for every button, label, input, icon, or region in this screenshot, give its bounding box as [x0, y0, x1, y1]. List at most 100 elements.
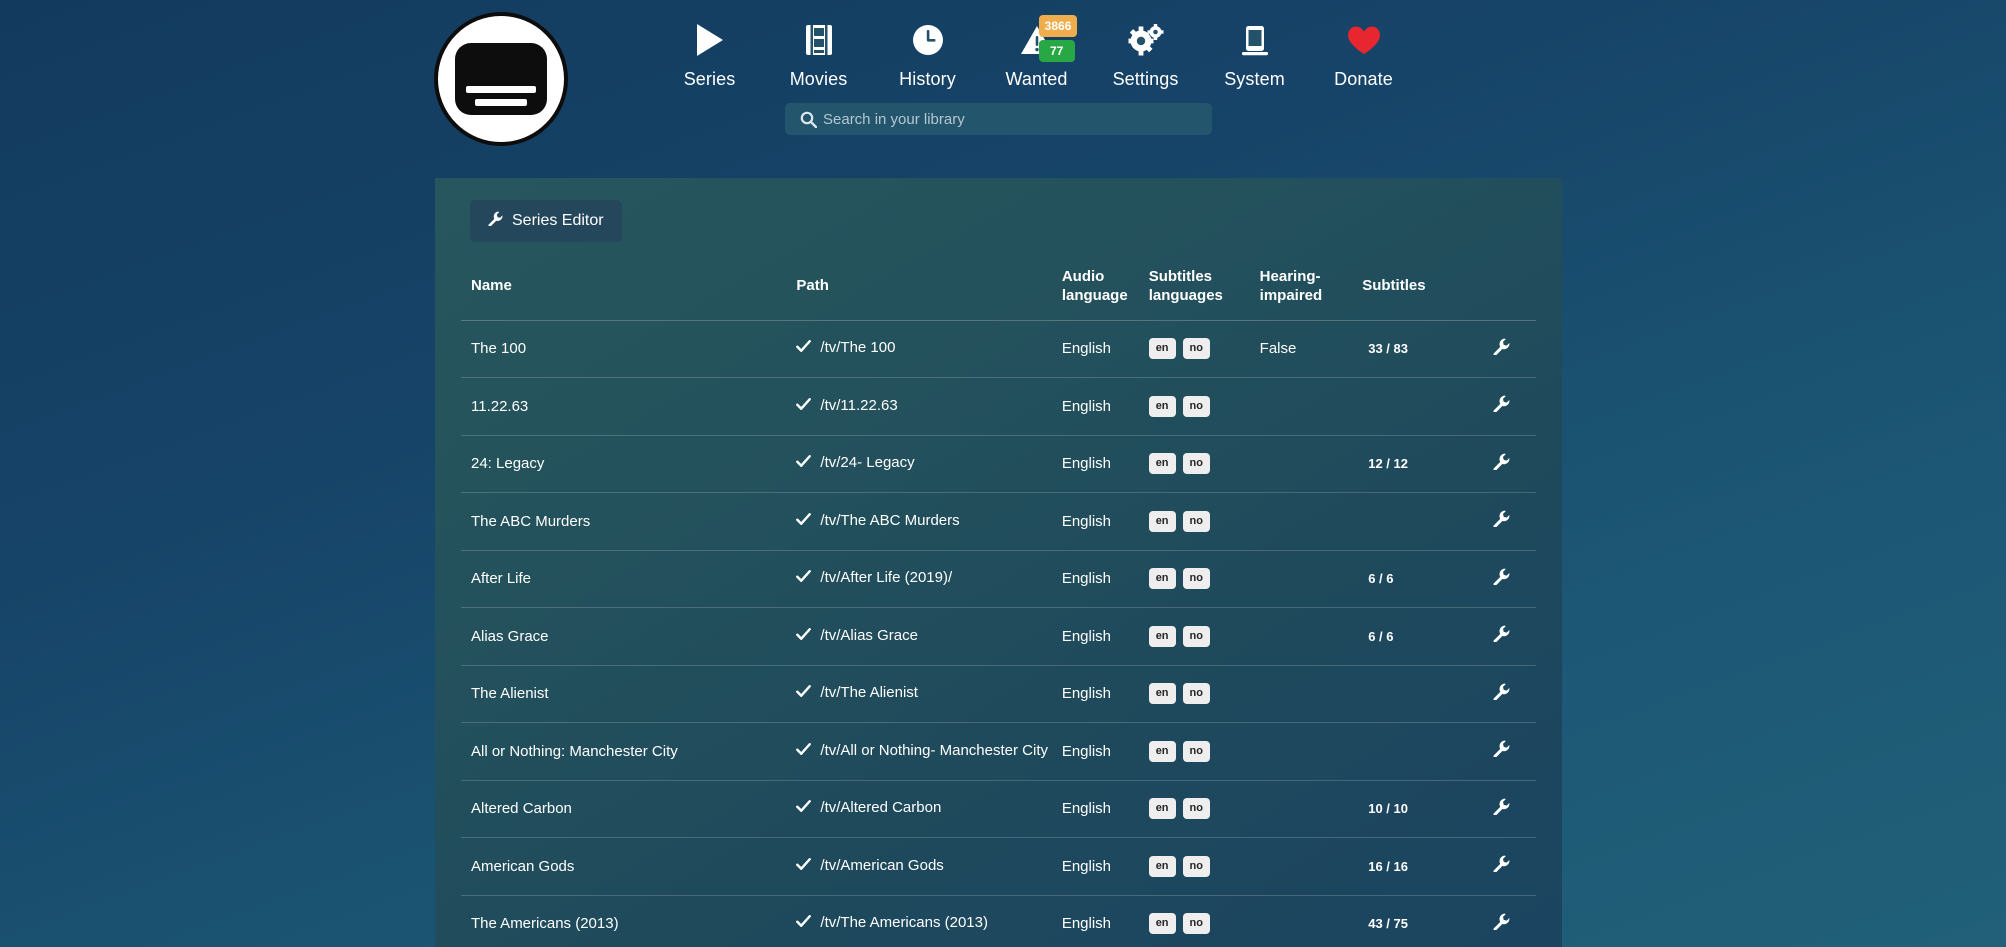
column-header-audio-language[interactable]: Audio language: [1061, 268, 1128, 304]
cell-actions: [1492, 320, 1536, 378]
column-header-actions: [1493, 268, 1536, 320]
subtitle-language-chip[interactable]: en: [1148, 625, 1176, 647]
check-icon: [796, 569, 812, 590]
cell-path: /tv/Altered Carbon: [796, 780, 1062, 838]
row-edit-wrench-icon[interactable]: [1493, 683, 1510, 700]
subtitle-language-chip[interactable]: no: [1182, 568, 1210, 590]
cell-hearing-impaired: [1259, 895, 1363, 947]
table-row[interactable]: The Americans (2013) /tv/The Americans (2…: [461, 895, 1536, 947]
cell-subtitles-progress: [1362, 665, 1493, 723]
cell-series-name[interactable]: After Life: [461, 550, 797, 608]
check-icon: [796, 857, 812, 878]
cell-subtitles-progress: 16 / 16: [1362, 837, 1493, 896]
table-row[interactable]: All or Nothing: Manchester City/tv/All o…: [461, 722, 1536, 781]
column-header-subtitles[interactable]: Subtitles: [1362, 277, 1426, 295]
row-edit-wrench-icon[interactable]: [1493, 453, 1510, 470]
check-icon: [796, 627, 812, 648]
nav-item-wanted[interactable]: 3866 77 Wanted: [982, 15, 1091, 90]
row-edit-wrench-icon[interactable]: [1493, 625, 1510, 642]
row-edit-wrench-icon[interactable]: [1493, 338, 1510, 355]
subtitle-language-chip[interactable]: en: [1148, 740, 1176, 762]
cell-series-name[interactable]: All or Nothing: Manchester City: [461, 722, 797, 781]
nav-item-movies[interactable]: Movies: [764, 18, 873, 90]
series-editor-button[interactable]: Series Editor: [470, 200, 622, 242]
nav-item-history[interactable]: History: [873, 18, 982, 90]
cell-series-name[interactable]: 24: Legacy: [461, 435, 797, 493]
subtitle-language-chip[interactable]: no: [1182, 510, 1210, 532]
search-input[interactable]: [785, 103, 1212, 135]
cell-hearing-impaired: [1259, 492, 1363, 551]
nav-item-donate[interactable]: Donate: [1309, 18, 1418, 90]
cell-series-name[interactable]: The ABC Murders: [461, 492, 797, 551]
cell-subtitles-languages: en no: [1148, 780, 1260, 838]
cell-series-name[interactable]: 11.22.63: [461, 377, 797, 436]
table-row[interactable]: Altered Carbon/tv/Altered Carbon English e…: [461, 780, 1536, 838]
cell-series-name[interactable]: The 100: [461, 320, 797, 378]
subtitle-language-chip[interactable]: en: [1148, 510, 1176, 532]
subtitle-language-chip[interactable]: en: [1148, 683, 1176, 705]
check-icon: [796, 799, 812, 820]
table-row[interactable]: After Life/tv/After Life (2019)/ English e…: [461, 550, 1536, 608]
cell-series-name[interactable]: Altered Carbon: [461, 780, 797, 838]
subtitle-language-chip[interactable]: no: [1182, 913, 1210, 935]
table-header: Name Path Audio language Subtitles languag…: [461, 268, 1536, 320]
row-edit-wrench-icon[interactable]: [1493, 740, 1510, 757]
row-edit-wrench-icon[interactable]: [1493, 395, 1510, 412]
check-icon: [796, 684, 812, 705]
cell-subtitles-languages: en no: [1148, 550, 1260, 608]
search-container: [785, 103, 1212, 135]
column-header-name[interactable]: Name: [471, 277, 512, 295]
row-edit-wrench-icon[interactable]: [1493, 855, 1510, 872]
cell-actions: [1492, 895, 1536, 947]
subtitle-language-chip[interactable]: en: [1148, 855, 1176, 877]
table-row[interactable]: The Alienist/tv/The Alienist English en no: [461, 665, 1536, 723]
nav-item-system[interactable]: System: [1200, 18, 1309, 90]
subtitle-language-chip[interactable]: no: [1182, 683, 1210, 705]
cell-actions: [1492, 550, 1536, 608]
subtitle-language-chip[interactable]: en: [1148, 453, 1176, 475]
app-header: Series Movies: [0, 0, 2006, 178]
subtitle-language-chip[interactable]: no: [1182, 625, 1210, 647]
nav-item-series[interactable]: Series: [655, 18, 764, 90]
subtitle-language-chip[interactable]: no: [1182, 855, 1210, 877]
main-navigation: Series Movies: [655, 15, 1418, 90]
subtitle-language-chip[interactable]: en: [1148, 568, 1176, 590]
cell-subtitles-languages: en no: [1148, 492, 1260, 551]
row-edit-wrench-icon[interactable]: [1493, 798, 1510, 815]
subtitle-language-chip[interactable]: no: [1182, 453, 1210, 475]
cell-path: /tv/24- Legacy: [796, 435, 1062, 493]
row-edit-wrench-icon[interactable]: [1493, 568, 1510, 585]
cell-series-name[interactable]: American Gods: [461, 837, 797, 896]
column-header-path[interactable]: Path: [796, 277, 829, 295]
subtitle-language-chip[interactable]: en: [1148, 338, 1176, 360]
column-header-hearing-impaired[interactable]: Hearing-impaired: [1259, 268, 1323, 304]
table-row[interactable]: 11.22.63/tv/11.22.63 English en no: [461, 377, 1536, 436]
logo-subtitle-line-1: [466, 86, 536, 93]
cell-series-name[interactable]: The Alienist: [461, 665, 797, 723]
subtitle-language-chip[interactable]: en: [1148, 395, 1176, 417]
table-row[interactable]: The ABC Murders/tv/The ABC Murders Englis…: [461, 492, 1536, 551]
row-edit-wrench-icon[interactable]: [1493, 913, 1510, 930]
subtitle-language-chip[interactable]: en: [1148, 913, 1176, 935]
cell-series-name[interactable]: Alias Grace: [461, 607, 797, 666]
subtitle-language-chip[interactable]: no: [1182, 798, 1210, 820]
bazarr-logo[interactable]: [434, 12, 568, 146]
cell-path: /tv/The ABC Murders: [796, 492, 1062, 551]
gears-icon: [1128, 18, 1164, 62]
table-row[interactable]: The 100/tv/The 100EnglishennoFalse33 / 8…: [461, 320, 1536, 378]
cell-subtitles-progress: 43 / 75: [1362, 895, 1493, 947]
subtitle-language-chip[interactable]: no: [1182, 338, 1210, 360]
table-row[interactable]: American Gods/tv/American Gods English en n…: [461, 837, 1536, 896]
cell-series-name[interactable]: The Americans (2013): [461, 895, 797, 947]
nav-item-settings[interactable]: Settings: [1091, 18, 1200, 90]
row-edit-wrench-icon[interactable]: [1493, 510, 1510, 527]
column-header-subtitles-languages[interactable]: Subtitles languages: [1148, 268, 1223, 304]
subtitle-language-chip[interactable]: no: [1182, 395, 1210, 417]
nav-label-donate: Donate: [1334, 69, 1393, 89]
subtitle-language-chip[interactable]: no: [1182, 740, 1210, 762]
cell-actions: [1492, 435, 1536, 493]
cell-subtitles-progress: 33 / 83: [1362, 320, 1493, 378]
subtitle-language-chip[interactable]: en: [1148, 798, 1176, 820]
